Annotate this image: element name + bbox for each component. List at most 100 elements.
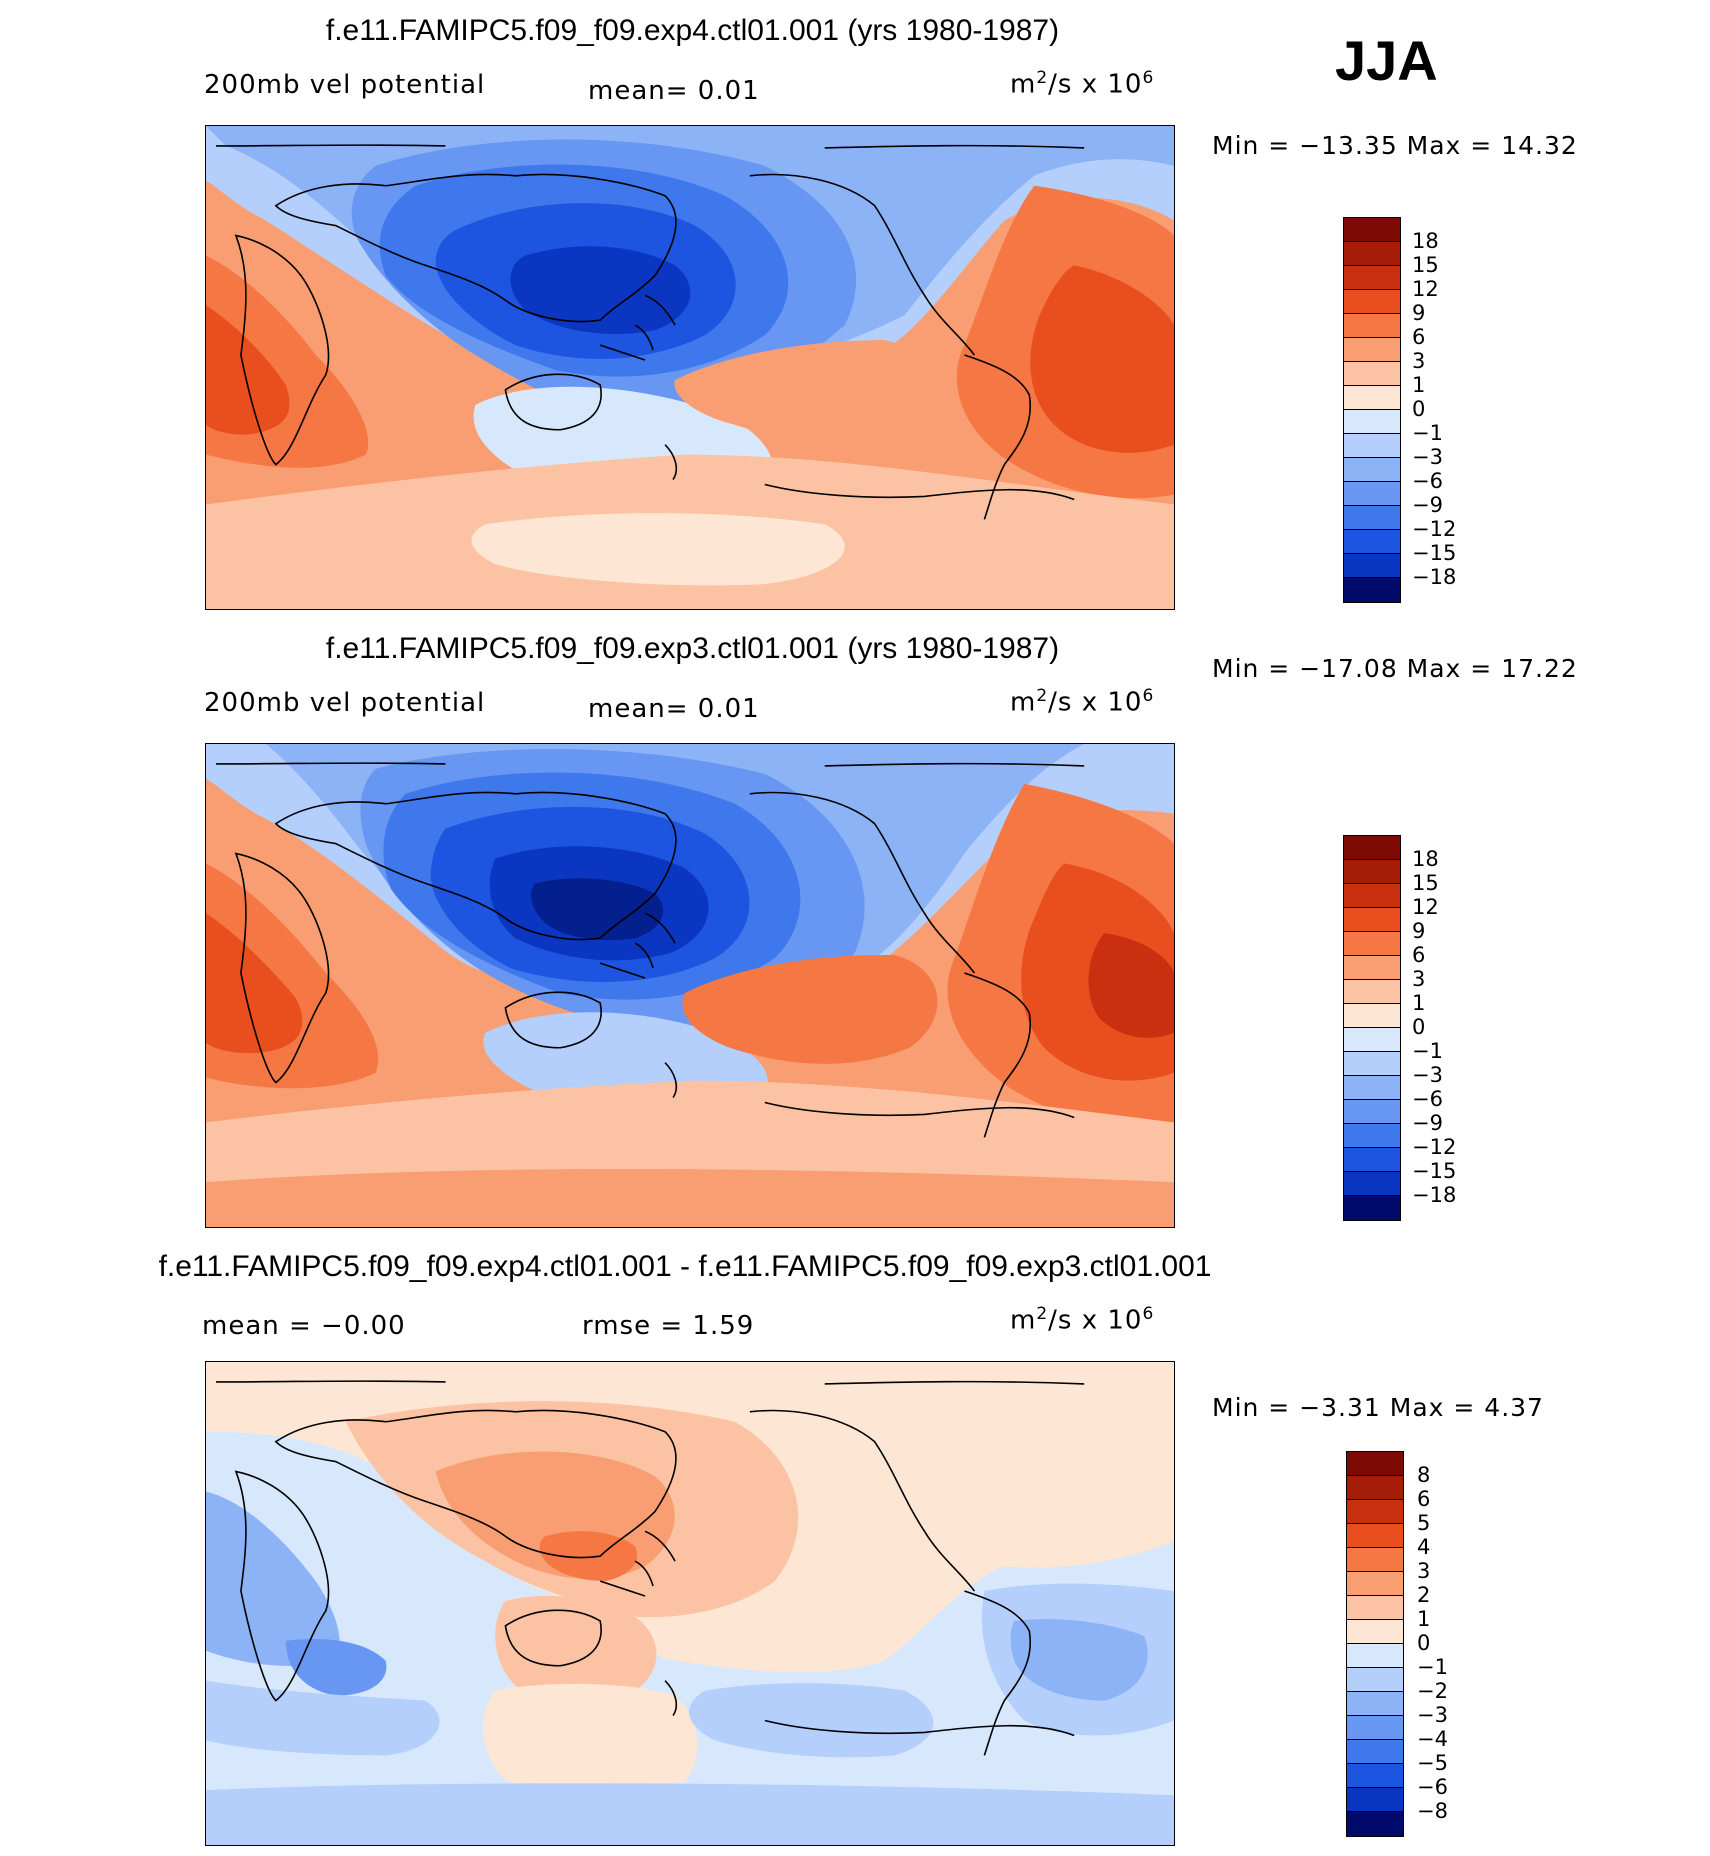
panel-title: f.e11.FAMIPC5.f09_f09.exp3.ctl01.001 (yr… (325, 632, 1060, 665)
panel-exp4: f.e11.FAMIPC5.f09_f09.exp4.ctl01.001 (yr… (0, 0, 1710, 620)
colorbar-swatch (1344, 362, 1400, 386)
colorbar-swatch (1344, 956, 1400, 980)
colorbar-swatch (1347, 1668, 1403, 1692)
colorbar-swatch (1344, 386, 1400, 410)
contour-field (206, 126, 1174, 609)
colorbar-swatch (1347, 1620, 1403, 1644)
colorbar-tick-label: 6 (1412, 325, 1426, 349)
min-max-readout: Min = −13.35 Max = 14.32 (1212, 131, 1578, 160)
colorbar-swatch (1344, 908, 1400, 932)
colorbar-tick-label: 2 (1417, 1583, 1431, 1607)
colorbar-tick-label: 12 (1412, 277, 1439, 301)
panel-title: f.e11.FAMIPC5.f09_f09.exp4.ctl01.001 - f… (158, 1250, 1212, 1283)
colorbar-swatch (1344, 1100, 1400, 1124)
colorbar-tick-label: −6 (1412, 1087, 1443, 1111)
colorbar-tick-label: −9 (1412, 493, 1443, 517)
colorbar-swatch (1344, 836, 1400, 860)
variable-label: 200mb vel potential (204, 70, 486, 100)
min-max-readout: Min = −3.31 Max = 4.37 (1212, 1393, 1544, 1422)
colorbar-tick-label: 9 (1412, 301, 1426, 325)
map-exp4 (205, 125, 1175, 610)
colorbar-swatch (1347, 1740, 1403, 1764)
colorbar-tick-label: −12 (1412, 517, 1457, 541)
colorbar-swatch (1347, 1788, 1403, 1812)
colorbar-swatch (1347, 1548, 1403, 1572)
colorbar-tick-label: 8 (1417, 1463, 1431, 1487)
colorbar (1346, 1451, 1404, 1837)
colorbar-swatch (1347, 1452, 1403, 1476)
colorbar-swatch (1347, 1812, 1403, 1836)
colorbar-tick-label: −5 (1417, 1751, 1448, 1775)
colorbar-swatch (1344, 482, 1400, 506)
colorbar-swatch (1344, 458, 1400, 482)
colorbar-tick-label: 1 (1412, 373, 1426, 397)
colorbar-swatch (1344, 434, 1400, 458)
colorbar-tick-label: 3 (1412, 967, 1426, 991)
colorbar-tick-label: 3 (1417, 1559, 1431, 1583)
colorbar-tick-label: −6 (1412, 469, 1443, 493)
colorbar-swatch (1347, 1476, 1403, 1500)
units-label: m2/s x 106 (1010, 68, 1155, 100)
colorbar-swatch (1344, 578, 1400, 602)
units-label: m2/s x 106 (1010, 686, 1155, 718)
colorbar-tick-label: 0 (1417, 1631, 1431, 1655)
colorbar-tick-label: −3 (1412, 1063, 1443, 1087)
colorbar-swatch (1347, 1572, 1403, 1596)
colorbar-tick-label: −4 (1417, 1727, 1448, 1751)
colorbar-tick-label: −9 (1412, 1111, 1443, 1135)
colorbar-swatch (1344, 932, 1400, 956)
colorbar-tick-label: −1 (1412, 1039, 1443, 1063)
mean-label: mean = −0.00 (202, 1311, 406, 1341)
colorbar-tick-label: 0 (1412, 397, 1426, 421)
colorbar-swatch (1344, 554, 1400, 578)
mean-label: mean= 0.01 (588, 694, 760, 724)
mean-label: mean= 0.01 (588, 76, 760, 106)
colorbar-tick-label: 6 (1417, 1487, 1431, 1511)
colorbar-swatch (1347, 1500, 1403, 1524)
colorbar-swatch (1344, 290, 1400, 314)
units-label: m2/s x 106 (1010, 1304, 1155, 1336)
colorbar-tick-label: 5 (1417, 1511, 1431, 1535)
panel-exp3: f.e11.FAMIPC5.f09_f09.exp3.ctl01.001 (yr… (0, 618, 1710, 1238)
colorbar-tick-label: −3 (1412, 445, 1443, 469)
colorbar-swatch (1347, 1524, 1403, 1548)
colorbar-tick-label: 12 (1412, 895, 1439, 919)
colorbar-tick-label: 15 (1412, 253, 1439, 277)
rmse-label: rmse = 1.59 (582, 1311, 755, 1341)
colorbar-swatch (1347, 1716, 1403, 1740)
colorbar-swatch (1344, 980, 1400, 1004)
colorbar-tick-label: −6 (1417, 1775, 1448, 1799)
colorbar-tick-label: 1 (1412, 991, 1426, 1015)
colorbar-tick-label: 9 (1412, 919, 1426, 943)
colorbar-swatch (1344, 1196, 1400, 1220)
colorbar-tick-label: 3 (1412, 349, 1426, 373)
colorbar-tick-label: 18 (1412, 847, 1439, 871)
colorbar-tick-label: −1 (1412, 421, 1443, 445)
colorbar-swatch (1344, 1148, 1400, 1172)
colorbar-tick-label: −18 (1412, 565, 1457, 589)
colorbar-tick-label: 15 (1412, 871, 1439, 895)
contour-field (206, 744, 1174, 1227)
colorbar-swatch (1344, 1172, 1400, 1196)
contour-field (206, 1362, 1174, 1845)
colorbar-swatch (1344, 314, 1400, 338)
colorbar-swatch (1344, 242, 1400, 266)
colorbar-swatch (1344, 266, 1400, 290)
colorbar-swatch (1347, 1644, 1403, 1668)
colorbar-swatch (1344, 1004, 1400, 1028)
colorbar (1343, 217, 1401, 603)
variable-label: 200mb vel potential (204, 688, 486, 718)
season-label: JJA (1335, 29, 1438, 92)
colorbar (1343, 835, 1401, 1221)
colorbar-tick-label: −18 (1412, 1183, 1457, 1207)
colorbar-swatch (1347, 1764, 1403, 1788)
colorbar-swatch (1347, 1596, 1403, 1620)
colorbar-tick-label: −2 (1417, 1679, 1448, 1703)
colorbar-swatch (1344, 506, 1400, 530)
panel-difference: f.e11.FAMIPC5.f09_f09.exp4.ctl01.001 - f… (0, 1236, 1710, 1856)
colorbar-tick-label: −8 (1417, 1799, 1448, 1823)
panel-title: f.e11.FAMIPC5.f09_f09.exp4.ctl01.001 (yr… (325, 14, 1060, 47)
colorbar-swatch (1344, 1124, 1400, 1148)
colorbar-swatch (1344, 410, 1400, 434)
colorbar-tick-label: 4 (1417, 1535, 1431, 1559)
